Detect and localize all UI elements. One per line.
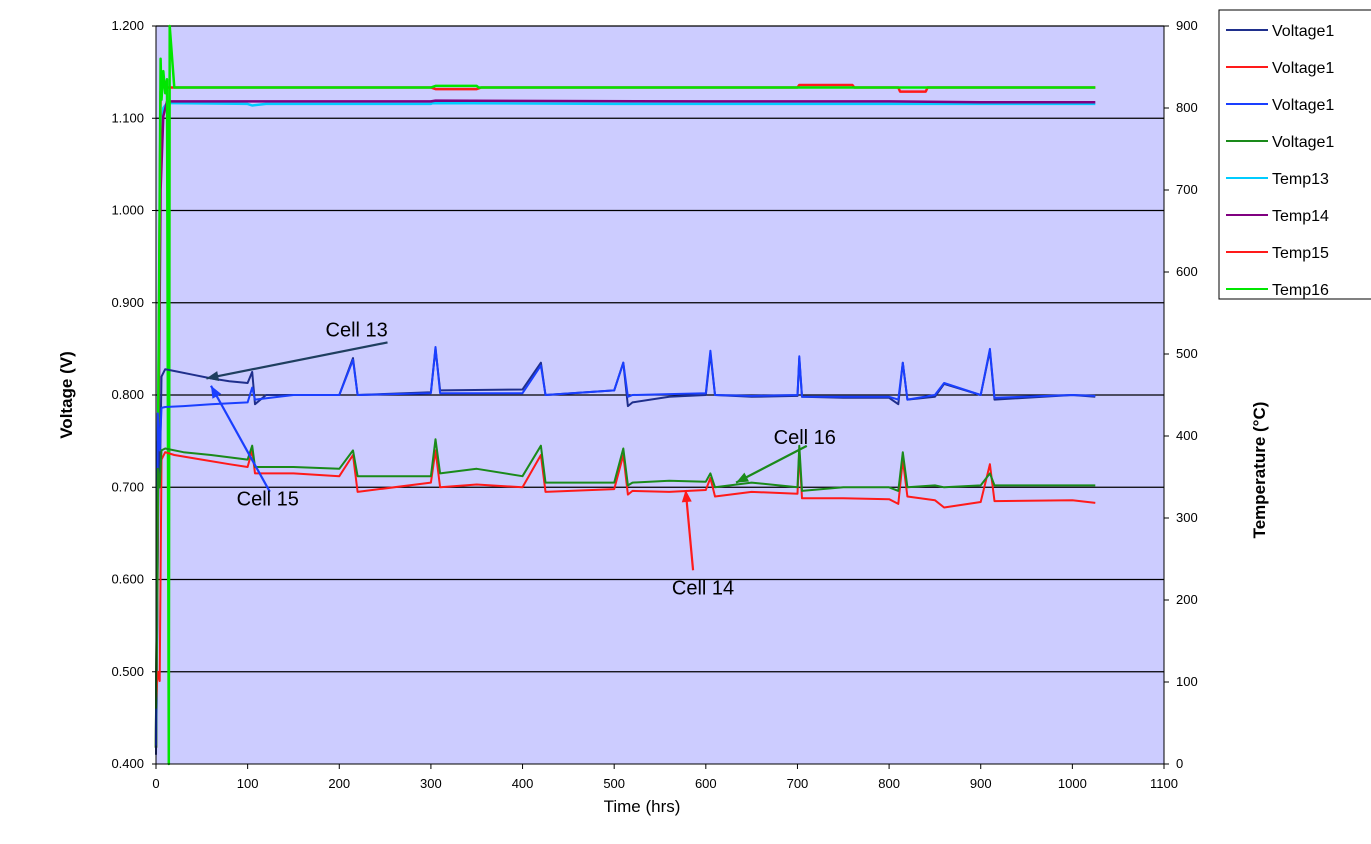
x-axis-title: Time (hrs) <box>604 797 681 816</box>
x-tick-label: 1000 <box>1058 776 1087 791</box>
y2-tick-label: 400 <box>1176 428 1198 443</box>
legend-label: Temp16 <box>1272 282 1329 299</box>
y2-tick-label: 100 <box>1176 674 1198 689</box>
y-tick-label: 0.600 <box>111 572 144 587</box>
x-tick-label: 700 <box>787 776 809 791</box>
series-line-temp16 <box>154 24 1096 766</box>
legend-label: Voltage1 <box>1272 23 1334 40</box>
x-tick-label: 0 <box>152 776 159 791</box>
y-tick-label: 0.500 <box>111 664 144 679</box>
annotation-label: Cell 15 <box>237 489 299 511</box>
legend-label: Voltage1 <box>1272 97 1334 114</box>
legend-box <box>1218 9 1371 300</box>
y2-tick-label: 800 <box>1176 100 1198 115</box>
y2-tick-label: 500 <box>1176 346 1198 361</box>
y-tick-label: 1.000 <box>111 203 144 218</box>
y-tick-label: 1.100 <box>111 110 144 125</box>
series-line-temp13 <box>154 101 1096 748</box>
y-tick-label: 0.900 <box>111 295 144 310</box>
annotation-arrow <box>684 489 695 571</box>
x-tick-label: 400 <box>512 776 534 791</box>
x-tick-label: 300 <box>420 776 442 791</box>
x-tick-label: 100 <box>237 776 259 791</box>
tick-labels: 0.400 0.500 0.600 0.700 0.800 0.900 1.000 1.100… <box>111 18 1197 791</box>
legend-label: Temp15 <box>1272 245 1329 262</box>
x-tick-label: 1100 <box>1150 776 1178 791</box>
annotation-arrowhead <box>210 385 222 399</box>
legend: Voltage1 Voltage1 Voltage1 Voltage1 Temp13 Te… <box>1218 9 1371 300</box>
annotation-arrow <box>206 341 388 380</box>
annotation-label: Cell 14 <box>672 577 734 599</box>
annotation-label: Cell 16 <box>774 427 836 449</box>
x-tick-label: 600 <box>695 776 717 791</box>
y-tick-label: 0.400 <box>111 756 144 771</box>
x-tick-label: 200 <box>328 776 350 791</box>
y2-tick-label: 900 <box>1176 18 1198 33</box>
annotation-arrowhead <box>206 371 220 381</box>
annotation-arrowhead <box>681 490 692 503</box>
series-line-temp14 <box>154 99 1096 748</box>
y-tick-label: 0.700 <box>111 479 144 494</box>
y2-axis-title: Temperature (°C) <box>1250 402 1269 539</box>
annotations: Cell 13 Cell 15 Cell 16 Cell 14 <box>206 319 836 599</box>
y-axis-title: Voltage (V) <box>57 351 76 439</box>
series-line-voltage-cell-14 <box>155 449 1096 700</box>
y2-tick-label: 600 <box>1176 264 1198 279</box>
y-tick-label: 1.200 <box>111 18 144 33</box>
legend-label: Temp13 <box>1272 171 1329 188</box>
legend-label: Temp14 <box>1272 208 1329 225</box>
x-tick-label: 800 <box>878 776 900 791</box>
y2-tick-label: 200 <box>1176 592 1198 607</box>
y2-tick-label: 700 <box>1176 182 1198 197</box>
y2-tick-label: 0 <box>1176 756 1183 771</box>
y-tick-label: 0.800 <box>111 387 144 402</box>
x-tick-label: 500 <box>603 776 625 791</box>
x-tick-label: 900 <box>970 776 992 791</box>
annotation-label: Cell 13 <box>326 319 388 341</box>
series-line-voltage-cell-15 <box>155 346 1096 746</box>
legend-label: Voltage1 <box>1272 60 1334 77</box>
annotation-arrow <box>735 444 808 484</box>
legend-label: Voltage1 <box>1272 134 1334 151</box>
annotation-arrowhead <box>736 472 750 483</box>
y2-tick-label: 300 <box>1176 510 1198 525</box>
annotation-arrow <box>210 385 271 493</box>
